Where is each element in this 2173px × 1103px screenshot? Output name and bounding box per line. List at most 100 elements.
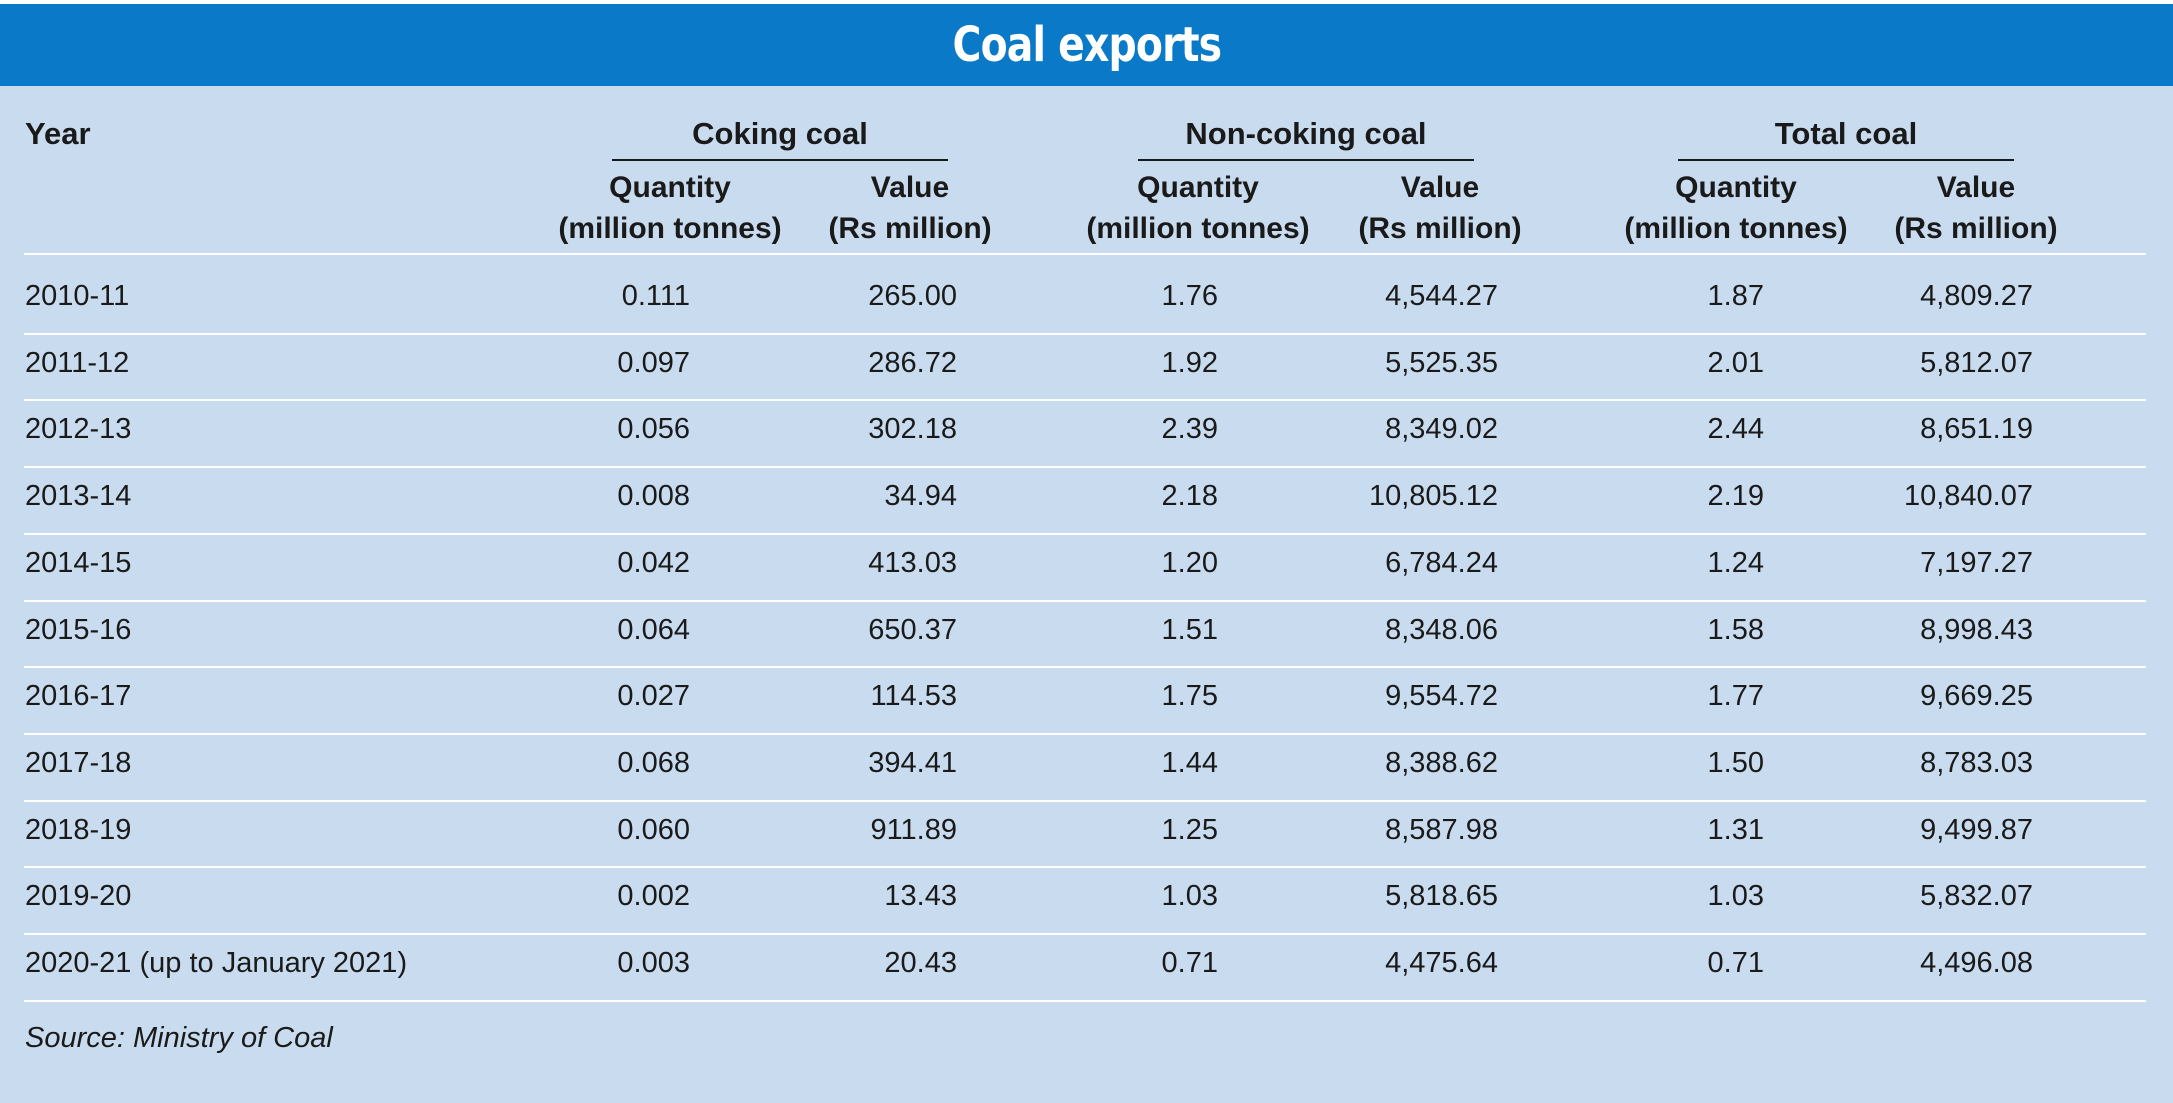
cell-coking-quantity: 0.068 bbox=[617, 746, 690, 779]
cell-year: 2013-14 bbox=[25, 480, 132, 513]
cell-coking-quantity: 0.056 bbox=[617, 413, 690, 446]
cell-coking-value: 286.72 bbox=[868, 346, 957, 379]
row-rule bbox=[24, 332, 2146, 335]
cell-total-value: 10,840.07 bbox=[1903, 480, 2033, 513]
cell-total-value: 5,812.07 bbox=[1920, 346, 2033, 379]
subheader-label: Value bbox=[1400, 171, 1480, 204]
cell-noncoking-value: 8,348.06 bbox=[1385, 613, 1498, 646]
cell-year: 2015-16 bbox=[25, 613, 132, 646]
cell-total-quantity: 2.01 bbox=[1707, 346, 1764, 379]
cell-year: 2012-13 bbox=[25, 413, 132, 446]
cell-noncoking-value: 4,475.64 bbox=[1385, 947, 1498, 979]
cell-coking-quantity: 0.002 bbox=[617, 880, 690, 913]
cell-noncoking-value: 4,544.27 bbox=[1385, 280, 1498, 312]
cell-year: 2020-21 (up to January 2021) bbox=[25, 947, 408, 979]
cell-year: 2014-15 bbox=[25, 546, 132, 579]
subheader-total-value: Value (Rs million) bbox=[1881, 167, 2071, 249]
subheader-noncoking-value: Value (Rs million) bbox=[1345, 167, 1535, 249]
subheader-unit: (million tonnes) bbox=[558, 212, 782, 245]
row-rule bbox=[24, 999, 2146, 1002]
group-underline-noncoking bbox=[1138, 159, 1474, 161]
cell-noncoking-value: 5,525.35 bbox=[1385, 346, 1498, 379]
cell-noncoking-value: 8,388.62 bbox=[1385, 746, 1498, 779]
cell-year: 2016-17 bbox=[25, 680, 132, 713]
cell-noncoking-value: 10,805.12 bbox=[1368, 480, 1498, 513]
cell-coking-quantity: 0.060 bbox=[617, 813, 690, 846]
header-year: Year bbox=[25, 116, 91, 151]
cell-total-quantity: 1.03 bbox=[1707, 880, 1764, 913]
cell-noncoking-quantity: 1.51 bbox=[1161, 613, 1218, 646]
subheader-unit: (Rs million) bbox=[1894, 212, 2058, 245]
row-rule bbox=[24, 732, 2146, 735]
cell-year: 2017-18 bbox=[25, 746, 132, 779]
cell-noncoking-value: 6,784.24 bbox=[1385, 546, 1498, 579]
subheader-label: Quantity bbox=[1137, 171, 1259, 204]
cell-year: 2011-12 bbox=[25, 346, 130, 379]
cell-noncoking-quantity: 1.44 bbox=[1161, 746, 1218, 779]
subheader-label: Quantity bbox=[609, 171, 731, 204]
cell-coking-quantity: 0.097 bbox=[617, 346, 690, 379]
cell-noncoking-value: 8,587.98 bbox=[1385, 813, 1498, 846]
row-rule bbox=[24, 599, 2146, 602]
group-underline-coking bbox=[612, 159, 948, 161]
cell-total-quantity: 1.87 bbox=[1707, 280, 1764, 312]
row-rule bbox=[24, 866, 2146, 869]
cell-noncoking-quantity: 0.71 bbox=[1161, 947, 1218, 979]
row-rule bbox=[24, 466, 2146, 469]
row-rule bbox=[24, 933, 2146, 935]
cell-total-value: 4,809.27 bbox=[1920, 280, 2033, 312]
cell-noncoking-quantity: 2.18 bbox=[1161, 480, 1218, 513]
header-group-coking: Coking coal bbox=[692, 116, 868, 151]
cell-total-quantity: 1.24 bbox=[1707, 546, 1764, 579]
subheader-coking-quantity: Quantity (million tonnes) bbox=[555, 167, 785, 249]
subheader-unit: (Rs million) bbox=[1358, 212, 1522, 245]
cell-total-quantity: 2.19 bbox=[1707, 480, 1764, 513]
subheader-noncoking-quantity: Quantity (million tonnes) bbox=[1083, 167, 1313, 249]
cell-coking-value: 394.41 bbox=[868, 746, 957, 779]
cell-total-value: 8,783.03 bbox=[1920, 746, 2033, 779]
row-rule bbox=[24, 666, 2146, 669]
cell-coking-value: 302.18 bbox=[868, 413, 957, 446]
cell-coking-quantity: 0.008 bbox=[617, 480, 690, 513]
cell-total-quantity: 1.50 bbox=[1707, 746, 1764, 779]
cell-noncoking-quantity: 2.39 bbox=[1161, 413, 1218, 446]
table-title: Coal exports bbox=[952, 17, 1222, 73]
cell-total-quantity: 0.71 bbox=[1707, 947, 1764, 979]
source-note: Source: Ministry of Coal bbox=[25, 1022, 333, 1054]
coal-exports-panel: Coal exports Year Coking coal Non-coking… bbox=[0, 4, 2173, 1103]
cell-noncoking-quantity: 1.20 bbox=[1161, 546, 1218, 579]
cell-coking-value: 650.37 bbox=[868, 613, 957, 646]
subheader-coking-value: Value (Rs million) bbox=[815, 167, 1005, 249]
cell-noncoking-quantity: 1.03 bbox=[1161, 880, 1218, 913]
cell-noncoking-quantity: 1.75 bbox=[1161, 680, 1218, 713]
header-rule bbox=[24, 253, 2146, 255]
row-rule bbox=[24, 799, 2146, 802]
cell-coking-value: 13.43 bbox=[884, 880, 957, 913]
cell-noncoking-value: 8,349.02 bbox=[1385, 413, 1498, 446]
header-group-total: Total coal bbox=[1774, 116, 1918, 151]
cell-total-quantity: 2.44 bbox=[1707, 413, 1764, 446]
cell-total-value: 5,832.07 bbox=[1920, 880, 2033, 913]
cell-coking-value: 20.43 bbox=[884, 947, 957, 979]
cell-total-value: 8,651.19 bbox=[1920, 413, 2033, 446]
header-group-noncoking: Non-coking coal bbox=[1185, 116, 1427, 151]
cell-year: 2010-11 bbox=[25, 280, 130, 312]
group-underline-total bbox=[1678, 159, 2014, 161]
subheader-unit: (million tonnes) bbox=[1624, 212, 1848, 245]
cell-total-value: 9,499.87 bbox=[1920, 813, 2033, 846]
cell-coking-quantity: 0.027 bbox=[617, 680, 690, 713]
subheader-label: Quantity bbox=[1675, 171, 1797, 204]
cell-year: 2018-19 bbox=[25, 813, 132, 846]
cell-total-value: 8,998.43 bbox=[1920, 613, 2033, 646]
cell-coking-value: 911.89 bbox=[870, 813, 957, 846]
cell-coking-value: 114.53 bbox=[870, 680, 957, 713]
cell-total-quantity: 1.77 bbox=[1707, 680, 1764, 713]
cell-noncoking-quantity: 1.25 bbox=[1161, 813, 1218, 846]
cell-total-value: 9,669.25 bbox=[1920, 680, 2033, 713]
cell-total-quantity: 1.58 bbox=[1707, 613, 1764, 646]
subheader-unit: (Rs million) bbox=[828, 212, 992, 245]
subheader-total-quantity: Quantity (million tonnes) bbox=[1621, 167, 1851, 249]
cell-total-quantity: 1.31 bbox=[1707, 813, 1764, 846]
cell-coking-quantity: 0.064 bbox=[617, 613, 690, 646]
cell-noncoking-quantity: 1.92 bbox=[1161, 346, 1218, 379]
